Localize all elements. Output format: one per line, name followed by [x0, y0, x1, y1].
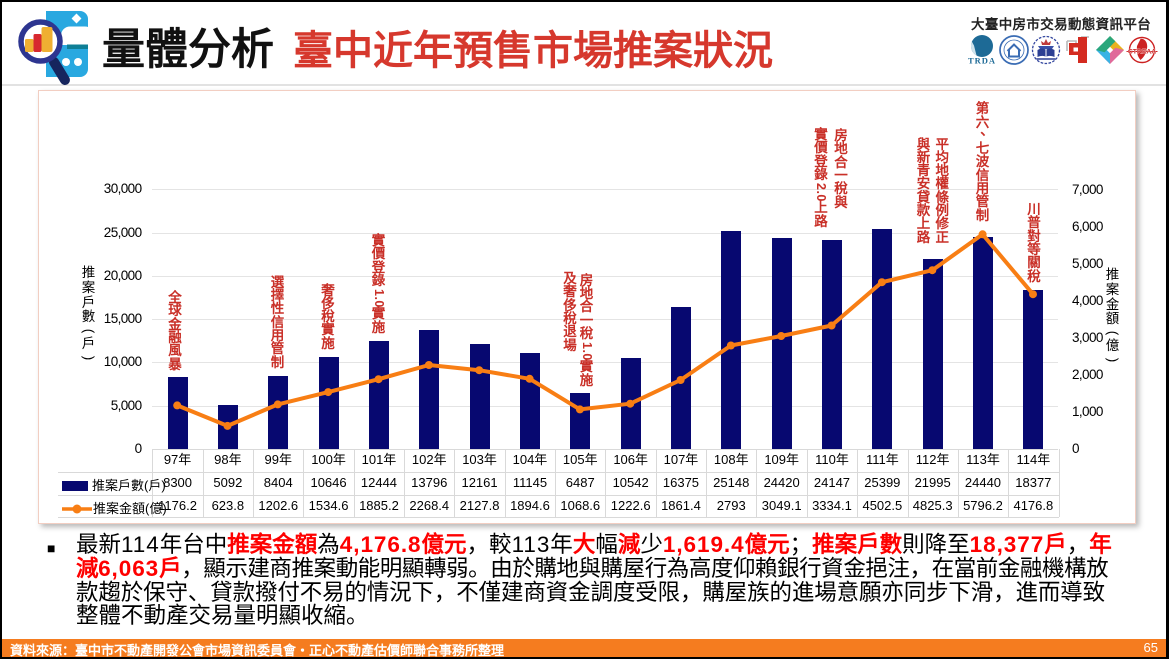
svg-text:CTREAA: CTREAA — [1128, 49, 1156, 56]
svg-text:TRDA: TRDA — [968, 56, 996, 66]
